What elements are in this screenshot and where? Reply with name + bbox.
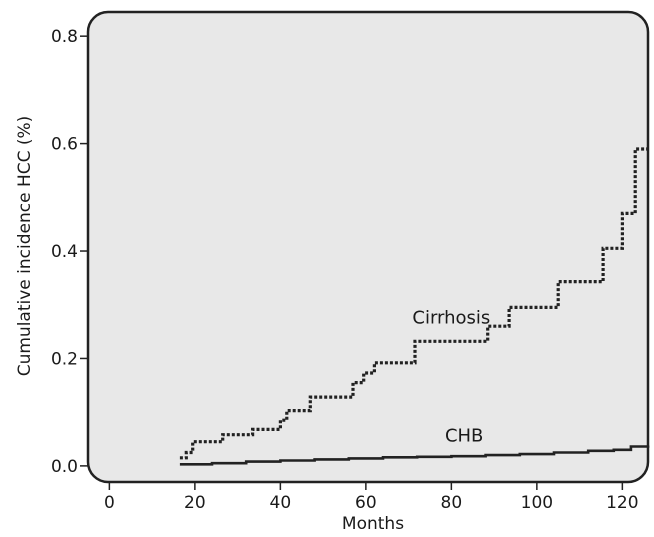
x-tick-label: 40 (270, 493, 292, 513)
y-tick-label: 0.0 (51, 457, 78, 477)
annotation-layer: Cirrhosis CHB (412, 308, 490, 447)
x-tick-label: 20 (184, 493, 206, 513)
x-axis: 0 20 40 60 80 100 120 (104, 482, 639, 513)
y-tick-label: 0.4 (51, 242, 78, 262)
x-tick-label: 120 (606, 493, 638, 513)
annotation-cirrhosis: Cirrhosis (412, 308, 490, 329)
series-cirrhosis-line (179, 147, 648, 460)
y-axis: 0.0 0.2 0.4 0.6 0.8 (51, 27, 88, 477)
y-tick-label: 0.6 (51, 135, 78, 155)
y-tick-label: 0.8 (51, 27, 78, 47)
y-tick-label: 0.2 (51, 349, 78, 369)
plot-background (86, 10, 650, 484)
x-axis-label: Months (342, 514, 404, 534)
x-tick-label: 60 (355, 493, 377, 513)
x-tick-label: 0 (104, 493, 115, 513)
annotation-chb: CHB (445, 426, 483, 447)
y-axis-label: Cumulative incidence HCC (%) (15, 116, 35, 377)
x-tick-label: 80 (441, 493, 463, 513)
series-chb-line (179, 445, 650, 466)
series-layer (179, 147, 650, 466)
x-tick-label: 100 (521, 493, 553, 513)
